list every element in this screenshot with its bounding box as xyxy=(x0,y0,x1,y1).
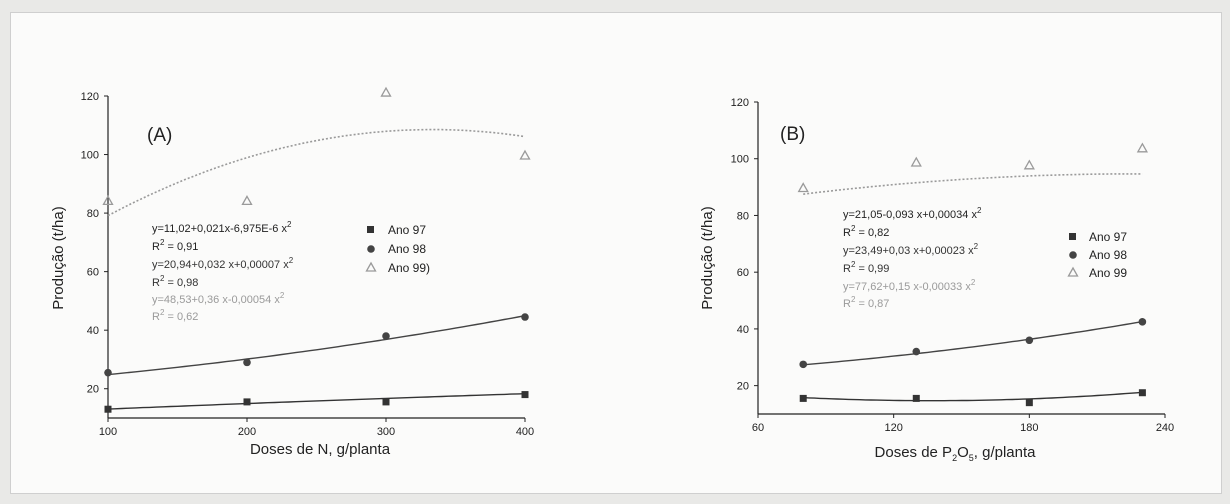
x-tick-label: 240 xyxy=(1156,422,1174,434)
panel-a-legend-ano98: Ano 98 xyxy=(388,242,426,256)
fit-curve-triangle xyxy=(107,128,526,217)
panel-a-y-label: Produção (t/ha) xyxy=(50,206,67,309)
data-point-circle xyxy=(1025,336,1034,345)
fit-curve-circle xyxy=(803,321,1143,366)
data-point-square xyxy=(1138,389,1146,397)
panel-b-legend-ano97: Ano 97 xyxy=(1089,230,1127,244)
y-tick-label: 40 xyxy=(87,325,99,337)
panel-b-ticks: 60 120 180 240 20 40 60 80 100 120 xyxy=(731,97,1175,434)
panel-a-ticks: 100 200 300 400 20 40 60 80 100 120 xyxy=(81,91,535,438)
y-tick-label: 40 xyxy=(737,324,749,336)
x-tick-label: 180 xyxy=(1020,422,1038,434)
panel-b-legend-ano98: Ano 98 xyxy=(1089,248,1127,262)
panel-a-r2-ano97: R2 = 0,91 xyxy=(152,238,198,253)
data-point-circle xyxy=(799,360,808,369)
data-point-square xyxy=(521,391,529,399)
data-point-circle xyxy=(382,332,390,340)
panel-b-eq-ano97: y=21,05-0,093 x+0,00034 x2 xyxy=(843,206,982,221)
fit-curve-circle xyxy=(107,315,526,376)
fit-curve-square xyxy=(803,391,1143,402)
y-tick-label: 100 xyxy=(731,154,749,166)
panel-b: 60 120 180 240 20 40 60 80 100 120 (B) Doses de P… xyxy=(699,97,1174,463)
data-point-triangle xyxy=(241,195,253,206)
panel-a-legend-triangle-marker xyxy=(365,261,377,272)
data-point-circle xyxy=(1138,318,1147,326)
data-point-square xyxy=(243,398,251,406)
data-point-triangle xyxy=(910,156,922,167)
y-tick-label: 20 xyxy=(737,381,749,393)
data-point-triangle xyxy=(1023,159,1035,170)
data-point-square xyxy=(104,405,112,413)
fit-curve-square xyxy=(107,393,526,410)
panel-b-equations: y=21,05-0,093 x+0,00034 x2 R2 = 0,82 y=2… xyxy=(843,206,982,310)
panel-b-fit-curves xyxy=(803,173,1143,402)
panel-b-legend-ano99: Ano 99 xyxy=(1089,266,1127,280)
panel-a-equations: y=11,02+0,021x-6,975E-6 x2 R2 = 0,91 y=2… xyxy=(152,220,294,323)
y-tick-label: 20 xyxy=(87,384,99,396)
data-point-square xyxy=(382,398,390,406)
x-tick-label: 200 xyxy=(238,426,256,438)
x-tick-label: 400 xyxy=(516,426,534,438)
y-tick-label: 80 xyxy=(737,210,749,222)
data-point-square xyxy=(1025,399,1033,407)
panel-a-label: (A) xyxy=(147,125,172,146)
panel-a-eq-ano99: y=48,53+0,36 x-0,00054 x2 xyxy=(152,291,285,306)
panel-b-label: (B) xyxy=(780,124,805,145)
x-tick-label: 120 xyxy=(884,422,902,434)
panel-a-legend-square-marker xyxy=(367,226,374,233)
y-tick-label: 80 xyxy=(87,208,99,220)
data-point-triangle xyxy=(380,86,392,97)
panel-b-eq-ano98: y=23,49+0,03 x+0,00023 x2 xyxy=(843,242,979,257)
y-tick-label: 60 xyxy=(87,267,99,279)
panel-a-points xyxy=(102,86,531,413)
panel-a-fit-curves xyxy=(107,128,526,410)
x-tick-label: 300 xyxy=(377,426,395,438)
data-point-circle xyxy=(521,313,529,321)
panel-b-legend-square-marker xyxy=(1069,233,1076,240)
panel-b-x-label: Doses de P2O5, g/planta xyxy=(875,444,1037,463)
y-tick-label: 100 xyxy=(81,150,99,162)
data-point-circle xyxy=(104,368,112,377)
panel-a-r2-ano98: R2 = 0,98 xyxy=(152,274,198,289)
data-point-circle xyxy=(912,347,921,356)
panel-a-legend-ano97: Ano 97 xyxy=(388,223,426,237)
data-point-triangle xyxy=(519,149,531,160)
y-tick-label: 120 xyxy=(81,91,99,103)
y-tick-label: 120 xyxy=(731,97,749,109)
panel-b-y-label: Produção (t/ha) xyxy=(699,206,716,309)
panel-b-r2-ano98: R2 = 0,99 xyxy=(843,260,889,275)
panel-a-legend-ano99: Ano 99) xyxy=(388,261,430,275)
panel-a-x-label: Doses de N, g/planta xyxy=(250,441,391,458)
panel-b-legend: Ano 97 Ano 98 Ano 99 xyxy=(1067,230,1127,280)
panel-b-eq-ano99: y=77,62+0,15 x-0,00033 x2 xyxy=(843,278,976,293)
data-point-circle xyxy=(243,358,251,367)
fit-curve-triangle xyxy=(803,173,1143,195)
panel-a-eq-ano98: y=20,94+0,032 x+0,00007 x2 xyxy=(152,256,294,271)
data-point-triangle xyxy=(102,195,114,206)
data-point-triangle xyxy=(797,182,809,193)
panel-a-r2-ano99: R2 = 0,62 xyxy=(152,308,198,323)
panel-b-legend-triangle-marker xyxy=(1067,266,1079,277)
y-tick-label: 60 xyxy=(737,267,749,279)
panel-a-legend: Ano 97 Ano 98 Ano 99) xyxy=(365,223,430,275)
x-tick-label: 60 xyxy=(752,422,764,434)
panel-b-points xyxy=(797,142,1149,407)
panel-a-eq-ano97: y=11,02+0,021x-6,975E-6 x2 xyxy=(152,220,292,235)
data-point-square xyxy=(912,394,920,402)
panel-a-legend-circle-marker xyxy=(367,245,375,253)
data-point-square xyxy=(799,394,807,402)
panel-b-r2-ano97: R2 = 0,82 xyxy=(843,224,889,239)
panel-b-r2-ano99: R2 = 0,87 xyxy=(843,295,889,310)
panel-a: 100 200 300 400 20 40 60 80 100 120 (A) Doses de … xyxy=(50,86,535,458)
data-point-triangle xyxy=(1136,142,1149,153)
x-tick-label: 100 xyxy=(99,426,117,438)
panel-b-legend-circle-marker xyxy=(1069,251,1077,259)
